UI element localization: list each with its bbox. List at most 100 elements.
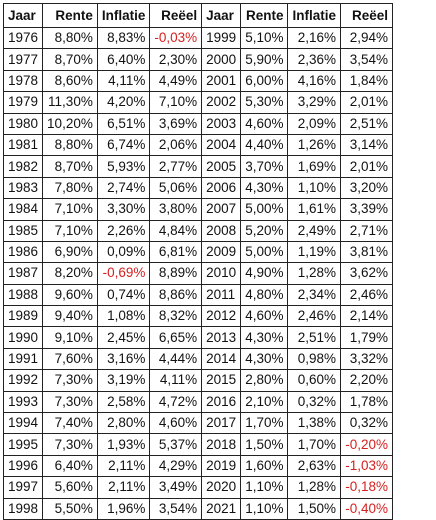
cell-rente-2: 5,30%	[240, 91, 289, 114]
cell-inflatie: 2,80%	[96, 412, 151, 435]
cell-jaar: 1990	[2, 326, 44, 349]
cell-reeel-2: 3,39%	[339, 198, 393, 221]
cell-rente: 9,40%	[42, 305, 98, 328]
cell-jaar-2: 1999	[201, 26, 242, 50]
cell-reeel: 2,30%	[149, 48, 203, 71]
cell-reeel: 2,77%	[149, 155, 203, 178]
cell-jaar: 1992	[2, 369, 44, 392]
cell-jaar-2: 2005	[201, 155, 242, 178]
cell-rente-2: 4,40%	[240, 133, 289, 157]
table-row: 1989 9,40% 1,08% 8,32% 2012 4,60% 2,46% 2,14%	[2, 305, 393, 328]
cell-jaar: 1989	[2, 305, 44, 328]
cell-reeel: 8,32%	[149, 305, 203, 328]
cell-jaar-2: 2017	[201, 412, 242, 435]
cell-rente: 7,40%	[42, 412, 98, 435]
cell-rente: 8,80%	[42, 26, 98, 50]
cell-inflatie-2: 0,32%	[287, 390, 341, 414]
cell-inflatie-2: 2,09%	[287, 112, 341, 135]
cell-reeel-2: 3,32%	[339, 347, 393, 371]
cell-jaar: 1988	[2, 283, 44, 307]
cell-inflatie-2: 2,63%	[287, 454, 341, 478]
table-row: 1978 8,60% 4,11% 4,49% 2001 6,00% 4,16% 1,84%	[2, 69, 393, 93]
table-row: 1985 7,10% 2,26% 4,84% 2008 5,20% 2,49% 2,71%	[2, 219, 393, 242]
cell-inflatie-2: 1,19%	[287, 240, 341, 264]
cell-reeel-2: 2,71%	[339, 219, 393, 242]
cell-rente-2: 5,00%	[240, 198, 289, 221]
cell-inflatie: 2,58%	[96, 390, 151, 414]
cell-reeel: 6,65%	[149, 326, 203, 349]
table-row: 1977 8,70% 6,40% 2,30% 2000 5,90% 2,36% 3,54%	[2, 48, 393, 71]
cell-rente: 9,60%	[42, 283, 98, 307]
header-reeel-2: Reëel	[339, 3, 393, 28]
cell-inflatie-2: 2,51%	[287, 326, 341, 349]
cell-jaar: 1994	[2, 412, 44, 435]
cell-jaar: 1998	[2, 497, 44, 520]
interest-inflation-table: Jaar Rente Inflatie Reëel Jaar Rente Inf…	[2, 3, 393, 520]
table-row: 1998 5,50% 1,96% 3,54% 2021 1,10% 1,50% -0,40%	[2, 497, 393, 520]
cell-inflatie-2: 1,70%	[287, 433, 341, 456]
cell-inflatie-2: 2,16%	[287, 26, 341, 50]
cell-reeel-2: -0,40%	[339, 497, 393, 520]
cell-rente-2: 6,00%	[240, 69, 289, 93]
cell-inflatie: 4,20%	[96, 91, 151, 114]
cell-rente-2: 4,60%	[240, 112, 289, 135]
cell-reeel: 6,81%	[149, 240, 203, 264]
cell-rente-2: 5,90%	[240, 48, 289, 71]
cell-reeel: 5,37%	[149, 433, 203, 456]
cell-reeel-2: 2,14%	[339, 305, 393, 328]
cell-reeel-2: 2,20%	[339, 369, 393, 392]
cell-inflatie-2: 2,46%	[287, 305, 341, 328]
cell-inflatie: 4,11%	[96, 69, 151, 93]
cell-rente-2: 5,00%	[240, 240, 289, 264]
cell-reeel: 4,49%	[149, 69, 203, 93]
cell-jaar-2: 2007	[201, 198, 242, 221]
cell-inflatie-2: 2,34%	[287, 283, 341, 307]
cell-rente-2: 2,10%	[240, 390, 289, 414]
table-row: 1982 8,70% 5,93% 2,77% 2005 3,70% 1,69% 2,01%	[2, 155, 393, 178]
cell-jaar: 1985	[2, 219, 44, 242]
cell-rente-2: 1,50%	[240, 433, 289, 456]
cell-reeel: 8,86%	[149, 283, 203, 307]
cell-reeel-2: -0,18%	[339, 476, 393, 499]
table-row: 1986 6,90% 0,09% 6,81% 2009 5,00% 1,19% 3,81%	[2, 240, 393, 264]
cell-jaar-2: 2018	[201, 433, 242, 456]
cell-rente: 6,40%	[42, 454, 98, 478]
cell-inflatie: 3,19%	[96, 369, 151, 392]
cell-inflatie: 2,74%	[96, 176, 151, 200]
cell-rente-2: 1,70%	[240, 412, 289, 435]
cell-rente: 6,90%	[42, 240, 98, 264]
cell-inflatie-2: 1,50%	[287, 497, 341, 520]
cell-inflatie-2: 0,98%	[287, 347, 341, 371]
header-inflatie-2: Inflatie	[287, 3, 341, 28]
cell-rente: 8,20%	[42, 262, 98, 285]
cell-jaar-2: 2014	[201, 347, 242, 371]
header-jaar-2: Jaar	[201, 3, 242, 28]
cell-rente-2: 4,30%	[240, 176, 289, 200]
header-row: Jaar Rente Inflatie Reëel Jaar Rente Inf…	[2, 3, 393, 28]
cell-inflatie: 5,93%	[96, 155, 151, 178]
cell-reeel-2: 1,78%	[339, 390, 393, 414]
cell-inflatie: 1,08%	[96, 305, 151, 328]
cell-jaar: 1983	[2, 176, 44, 200]
cell-inflatie-2: 2,49%	[287, 219, 341, 242]
table-row: 1981 8,80% 6,74% 2,06% 2004 4,40% 1,26% 3,14%	[2, 133, 393, 157]
cell-reeel: 3,69%	[149, 112, 203, 135]
cell-jaar: 1976	[2, 26, 44, 50]
cell-jaar: 1996	[2, 454, 44, 478]
cell-rente: 5,50%	[42, 497, 98, 520]
cell-rente-2: 5,10%	[240, 26, 289, 50]
cell-rente-2: 5,20%	[240, 219, 289, 242]
table-row: 1987 8,20% -0,69% 8,89% 2010 4,90% 1,28% 3,62%	[2, 262, 393, 285]
cell-inflatie-2: 1,61%	[287, 198, 341, 221]
cell-inflatie: 0,74%	[96, 283, 151, 307]
cell-rente: 10,20%	[42, 112, 98, 135]
cell-inflatie-2: 1,26%	[287, 133, 341, 157]
cell-jaar-2: 2019	[201, 454, 242, 478]
cell-inflatie: 8,83%	[96, 26, 151, 50]
table-row: 1983 7,80% 2,74% 5,06% 2006 4,30% 1,10% 3,20%	[2, 176, 393, 200]
cell-jaar-2: 2004	[201, 133, 242, 157]
cell-inflatie-2: 1,28%	[287, 476, 341, 499]
cell-jaar: 1984	[2, 198, 44, 221]
cell-rente-2: 2,80%	[240, 369, 289, 392]
table-row: 1993 7,30% 2,58% 4,72% 2016 2,10% 0,32% 1,78%	[2, 390, 393, 414]
